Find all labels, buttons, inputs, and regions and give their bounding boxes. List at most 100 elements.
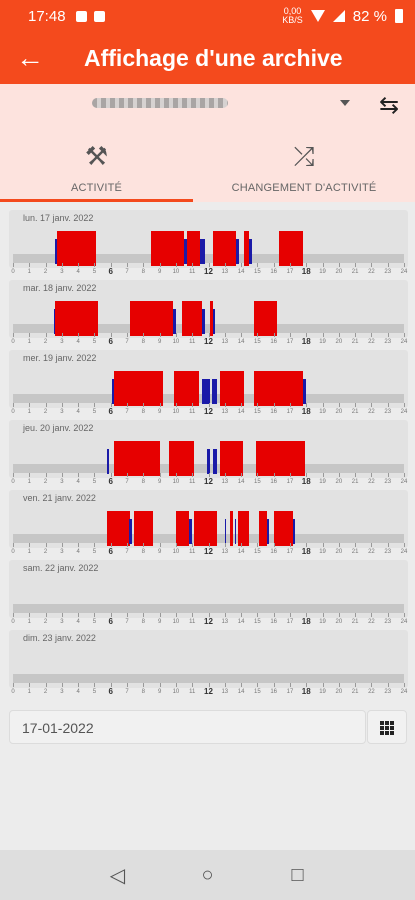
hour-label: 10 — [172, 549, 180, 555]
hour-label: 6 — [108, 407, 113, 416]
hour-tick — [208, 333, 210, 337]
other-work-segment — [112, 379, 114, 404]
hour-label: 23 — [384, 479, 392, 485]
hour-label: 12 — [204, 547, 213, 556]
driving-segment — [107, 511, 131, 546]
hour-tick — [371, 403, 373, 407]
hour-tick — [159, 263, 161, 267]
hour-tick — [338, 543, 340, 547]
hour-label: 9 — [157, 409, 162, 415]
hour-tick — [371, 683, 373, 687]
hour-label: 0 — [11, 339, 15, 345]
hour-tick — [143, 543, 145, 547]
hour-tick — [306, 683, 308, 687]
tab-activite[interactable]: ⚒ ACTIVITÉ — [0, 130, 193, 202]
day-timeline: ven. 21 janv. 2022 0 1 2 3 4 5 6 7 8 9 10 11 12 13 14 15… — [9, 490, 408, 556]
hour-tick — [29, 683, 31, 687]
hour-tick — [94, 613, 96, 617]
hour-tick — [289, 403, 291, 407]
other-work-segment — [234, 519, 237, 544]
hour-tick — [306, 473, 308, 477]
signal-icon — [332, 10, 345, 22]
hour-label: 18 — [301, 687, 311, 696]
device-select[interactable] — [92, 94, 354, 116]
nav-back-icon[interactable]: ◁ — [109, 864, 126, 887]
hour-label: 9 — [157, 479, 162, 485]
hour-label: 6 — [108, 547, 113, 556]
hour-label: 13 — [221, 409, 229, 415]
hour-tick — [110, 683, 112, 687]
hour-label: 18 — [301, 267, 311, 276]
driving-segment — [213, 231, 237, 266]
nav-home-icon[interactable]: ○ — [201, 863, 214, 886]
hour-tick — [257, 613, 259, 617]
driving-segment — [187, 231, 201, 266]
calendar-button[interactable] — [367, 710, 407, 744]
hour-tick — [273, 473, 275, 477]
hour-tick — [13, 613, 14, 617]
hour-label: 18 — [301, 477, 311, 486]
driving-segment — [210, 301, 214, 336]
day-timeline: jeu. 20 janv. 2022 0 1 2 3 4 5 6 7 8 9 10 11 12 13 14 15… — [9, 420, 408, 486]
swap-horizontal-icon[interactable]: ⇆ — [378, 92, 400, 119]
hour-tick — [241, 333, 243, 337]
other-work-segment — [302, 379, 307, 404]
hour-label: 18 — [301, 617, 311, 626]
status-bar: 17:48 0,00 KB/S 82 % — [0, 0, 415, 32]
hour-label: 3 — [60, 269, 64, 275]
hour-label: 13 — [221, 619, 229, 625]
date-input[interactable]: 17-01-2022 — [9, 710, 366, 744]
tab-changement-label: CHANGEMENT D'ACTIVITÉ — [231, 182, 377, 194]
network-speed: 0,00 KB/S — [282, 6, 303, 25]
hour-tick — [322, 613, 324, 617]
hour-tick — [29, 263, 31, 267]
hour-tick — [45, 683, 47, 687]
hour-tick — [306, 263, 308, 267]
hour-tick — [45, 613, 47, 617]
hour-label: 15 — [254, 409, 261, 415]
hour-label: 24 — [400, 409, 408, 415]
hour-tick — [387, 613, 389, 617]
hour-label: 20 — [335, 479, 343, 485]
hour-label: 9 — [157, 619, 162, 625]
hour-label: 17 — [286, 689, 294, 695]
hour-label: 19 — [319, 479, 326, 485]
hour-tick — [257, 403, 259, 407]
hour-label: 14 — [237, 619, 245, 625]
hour-tick — [143, 333, 145, 337]
hour-tick — [45, 543, 47, 547]
hour-label: 5 — [92, 479, 97, 485]
hour-label: 5 — [92, 689, 97, 695]
tab-selected-indicator — [0, 199, 193, 202]
hour-label: 1 — [27, 619, 31, 625]
hour-tick — [241, 613, 243, 617]
tab-changement-activite[interactable]: ⤮ CHANGEMENT D'ACTIVITÉ — [193, 130, 415, 202]
hour-tick — [273, 543, 275, 547]
hour-tick — [175, 613, 177, 617]
hour-tick — [224, 613, 226, 617]
hour-tick — [208, 543, 210, 547]
hour-tick — [127, 473, 129, 477]
activity-symbols-icon: ⚒ — [84, 141, 109, 171]
nav-recents-icon[interactable]: □ — [291, 863, 304, 886]
hour-label: 3 — [60, 339, 64, 345]
arrow-left-icon[interactable]: ← — [16, 42, 44, 73]
driving-segment — [114, 371, 163, 406]
hour-tick — [29, 473, 31, 477]
hour-label: 13 — [221, 479, 229, 485]
hour-label: 13 — [221, 269, 229, 275]
hour-label: 14 — [237, 689, 245, 695]
hour-label: 8 — [141, 549, 145, 555]
hour-label: 6 — [108, 617, 113, 626]
hour-label: 18 — [301, 337, 311, 346]
hour-label: 17 — [286, 409, 294, 415]
other-work-segment — [267, 519, 269, 544]
hour-label: 19 — [319, 409, 326, 415]
hour-label: 23 — [384, 689, 392, 695]
hour-tick — [192, 473, 194, 477]
hour-tick — [29, 403, 31, 407]
driving-segment — [175, 511, 189, 546]
other-work-segment — [53, 309, 56, 334]
hour-tick — [78, 263, 80, 267]
hour-label: 9 — [157, 339, 162, 345]
